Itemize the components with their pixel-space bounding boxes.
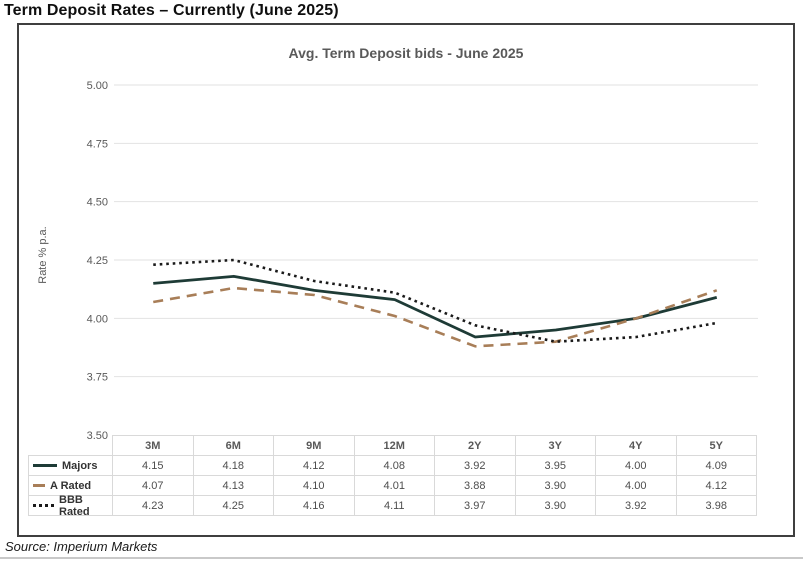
table-header-cell: 12M xyxy=(354,435,435,456)
table-value-cell: 4.18 xyxy=(193,456,274,476)
legend-cell-a-rated: A Rated xyxy=(28,476,113,496)
y-tick-label: 4.75 xyxy=(87,138,108,150)
table-header-cell: 3Y xyxy=(515,435,596,456)
table-header-cell: 9M xyxy=(274,435,355,456)
table-value-cell: 3.90 xyxy=(515,496,596,516)
chart-plot: 5.00 4.75 4.50 4.25 4.00 3.75 3.50 xyxy=(87,80,758,442)
legend-marker-dotted xyxy=(33,504,54,507)
series-line-majors xyxy=(153,274,718,339)
table-value-cell: 4.07 xyxy=(113,476,194,496)
table-value-cell: 3.92 xyxy=(435,456,516,476)
y-tick-label: 3.50 xyxy=(87,430,108,442)
table-corner-cell xyxy=(28,435,113,456)
table-value-cell: 4.15 xyxy=(113,456,194,476)
y-tick-label: 4.50 xyxy=(87,197,108,209)
table-value-cell: 4.00 xyxy=(596,476,677,496)
table-value-cell: 4.00 xyxy=(596,456,677,476)
source-caption: Source: Imperium Markets xyxy=(5,539,158,554)
table-value-cell: 4.16 xyxy=(274,496,355,516)
y-tick-label: 3.75 xyxy=(87,372,108,384)
table-value-cell: 4.23 xyxy=(113,496,194,516)
table-header-cell: 6M xyxy=(193,435,274,456)
table-header-cell: 5Y xyxy=(676,435,757,456)
legend-label: BBB Rated xyxy=(59,493,90,518)
table-header-cell: 2Y xyxy=(435,435,516,456)
table-value-cell: 4.01 xyxy=(354,476,435,496)
table-value-cell: 3.92 xyxy=(596,496,677,516)
table-value-cell: 3.98 xyxy=(676,496,757,516)
table-value-cell: 4.12 xyxy=(274,456,355,476)
y-tick-label: 4.25 xyxy=(87,255,108,267)
table-value-cell: 3.88 xyxy=(435,476,516,496)
table-value-cell: 4.13 xyxy=(193,476,274,496)
legend-cell-bbb-rated: BBB Rated xyxy=(28,493,113,518)
page-title: Term Deposit Rates – Currently (June 202… xyxy=(4,2,339,19)
legend-cell-majors: Majors xyxy=(28,456,113,476)
chart-data-table: 3M 6M 9M 12M 2Y 3Y 4Y 5Y Majors 4.15 4.18 4.12 4.08 3… xyxy=(28,435,757,518)
chart-frame: Avg. Term Deposit bids - June 2025 Rate … xyxy=(17,23,795,537)
legend-label: Majors xyxy=(62,459,98,472)
table-header-cell: 4Y xyxy=(596,435,677,456)
y-tick-label: 5.00 xyxy=(87,80,108,92)
table-header-cell: 3M xyxy=(113,435,194,456)
table-value-cell: 4.09 xyxy=(676,456,757,476)
table-value-cell: 4.25 xyxy=(193,496,274,516)
y-tick-label: 4.00 xyxy=(87,313,108,325)
table-value-cell: 3.90 xyxy=(515,476,596,496)
table-value-cell: 4.10 xyxy=(274,476,355,496)
table-value-cell: 4.08 xyxy=(354,456,435,476)
page-bottom-divider xyxy=(0,557,803,559)
table-value-cell: 3.95 xyxy=(515,456,596,476)
chart-title: Avg. Term Deposit bids - June 2025 xyxy=(288,45,524,61)
series-line-a-rated xyxy=(153,286,718,348)
series-line-bbb-rated xyxy=(153,258,717,343)
table-value-cell: 4.12 xyxy=(676,476,757,496)
legend-marker-solid xyxy=(33,464,57,467)
legend-label: A Rated xyxy=(50,479,92,492)
table-value-cell: 4.11 xyxy=(354,496,435,516)
legend-marker-dashed xyxy=(33,484,45,487)
table-value-cell: 3.97 xyxy=(435,496,516,516)
